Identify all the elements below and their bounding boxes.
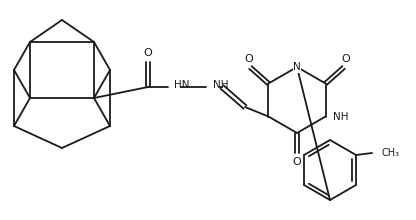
Text: NH: NH	[332, 112, 348, 121]
Text: CH₃: CH₃	[382, 148, 400, 158]
Text: O: O	[341, 53, 350, 64]
Text: HN: HN	[174, 80, 190, 90]
Text: NH: NH	[213, 80, 228, 90]
Text: N: N	[293, 62, 301, 72]
Text: O: O	[244, 53, 253, 64]
Text: O: O	[144, 48, 152, 58]
Text: O: O	[292, 157, 301, 167]
